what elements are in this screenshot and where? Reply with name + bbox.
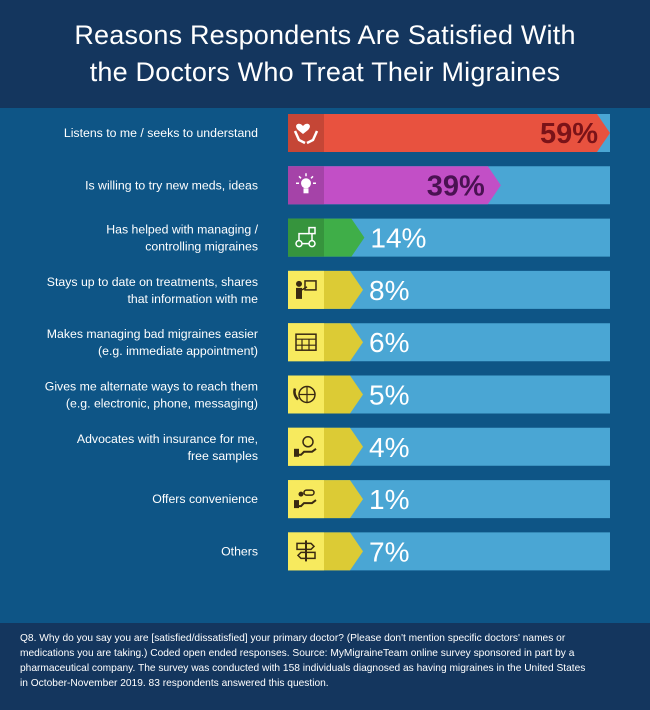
category-label: Makes managing bad migraines easier (e.g.…: [47, 327, 258, 358]
footnote-line-1: Q8. Why do you say you are [satisfied/di…: [20, 633, 566, 644]
value-label: 6%: [369, 327, 409, 358]
value-label: 59%: [540, 118, 598, 150]
category-label: Others: [221, 544, 258, 558]
footnote-line-4: in October-November 2019. 83 respondents…: [20, 678, 329, 689]
pills-hand-icon: [288, 480, 324, 519]
value-label: 7%: [369, 536, 409, 567]
bar-row: Offers convenience 1%: [152, 480, 610, 519]
bar-row: Stays up to date on treatments, shares th…: [47, 270, 610, 309]
value-label: 39%: [427, 170, 485, 202]
category-label: Advocates with insurance for me, free sam…: [77, 432, 258, 463]
title-line-2: the Doctors Who Treat Their Migraines: [89, 57, 561, 87]
globe-phone-icon: [288, 375, 324, 414]
hands-heart-icon: [288, 114, 324, 152]
bar-row: Is willing to try new meds, ideas 39%: [85, 166, 610, 205]
title-line-1: Reasons Respondents Are Satisfied With: [74, 20, 576, 50]
bar-track: [288, 218, 610, 257]
category-label: Has helped with managing / controlling mi…: [106, 223, 258, 254]
signpost-icon: [288, 532, 324, 571]
bar-row: Makes managing bad migraines easier (e.g.…: [47, 323, 610, 362]
footnote-line-3: pharmaceutical company. The survey was c…: [20, 663, 586, 674]
category-label: Stays up to date on treatments, shares th…: [47, 275, 258, 306]
money-hand-icon: [288, 427, 324, 466]
value-label: 5%: [369, 380, 409, 411]
value-label: 14%: [370, 223, 426, 254]
bar-track: [288, 532, 610, 571]
bar-chart: Listens to me / seeks to understand 59% Is…: [45, 114, 610, 571]
header: Reasons Respondents Are Satisfied With t…: [0, 0, 650, 108]
value-label: 8%: [369, 275, 409, 306]
value-label: 1%: [369, 484, 409, 515]
bar: [288, 166, 501, 205]
category-label: Listens to me / seeks to understand: [64, 126, 258, 140]
bar-row: Gives me alternate ways to reach them (e.…: [45, 375, 610, 414]
flowchart-icon: [288, 218, 324, 257]
calendar-icon: [288, 323, 324, 362]
bar-track: [288, 323, 610, 362]
bar-row: Listens to me / seeks to understand 59%: [64, 114, 610, 152]
footnote: Q8. Why do you say you are [satisfied/di…: [0, 623, 650, 710]
bar-track: [288, 427, 610, 466]
bar-row: Advocates with insurance for me, free sam…: [77, 427, 610, 466]
footnote-line-2: medications you are taking.) Coded open …: [20, 648, 575, 659]
bar: [288, 114, 610, 152]
bar-track: [288, 375, 610, 414]
category-label: Offers convenience: [152, 492, 258, 506]
presenter-icon: [288, 270, 324, 309]
bar-row: Others 7%: [221, 532, 610, 571]
lightbulb-icon: [288, 166, 324, 205]
category-label: Gives me alternate ways to reach them (e.…: [45, 380, 258, 411]
bar-row: Has helped with managing / controlling mi…: [106, 218, 610, 257]
bar-track: [288, 480, 610, 519]
category-label: Is willing to try new meds, ideas: [85, 178, 258, 192]
value-label: 4%: [369, 432, 409, 463]
bar-track: [288, 270, 610, 309]
